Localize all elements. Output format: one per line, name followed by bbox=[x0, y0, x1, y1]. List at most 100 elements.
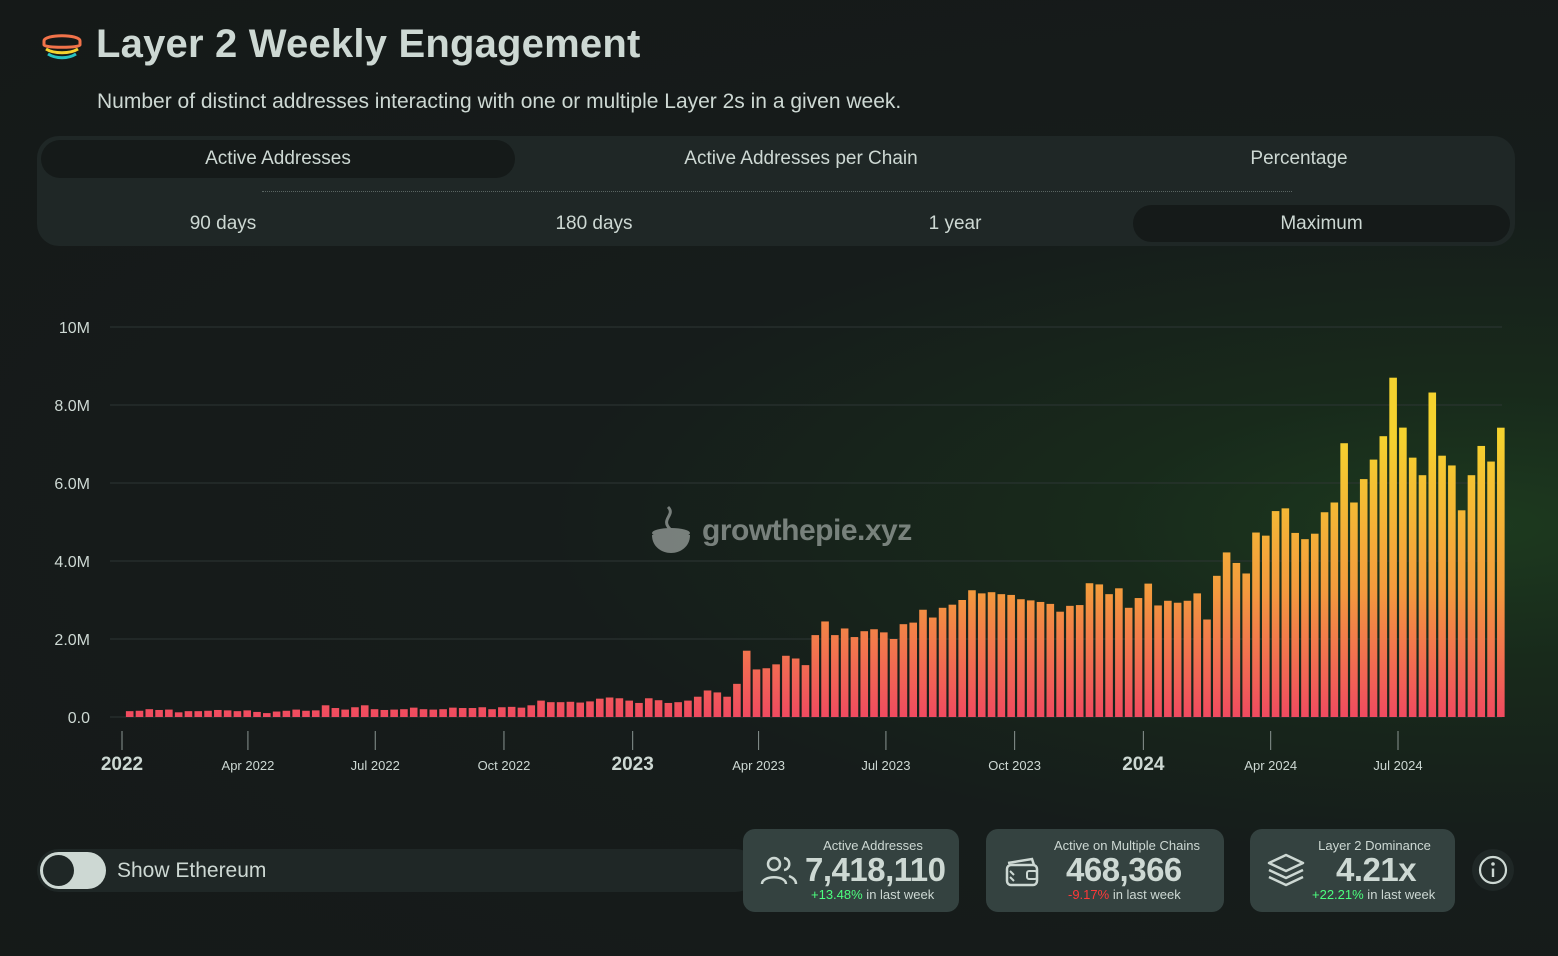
bar[interactable] bbox=[1183, 600, 1192, 717]
bar[interactable] bbox=[223, 710, 232, 717]
bar[interactable] bbox=[1310, 533, 1319, 717]
bar[interactable] bbox=[458, 708, 467, 717]
bar[interactable] bbox=[419, 709, 428, 717]
bar[interactable] bbox=[468, 708, 477, 717]
bar[interactable] bbox=[782, 655, 790, 717]
bar[interactable] bbox=[928, 617, 937, 717]
bar[interactable] bbox=[684, 700, 692, 717]
bar[interactable] bbox=[1418, 475, 1427, 717]
bar[interactable] bbox=[880, 632, 888, 717]
bar[interactable] bbox=[155, 709, 163, 717]
range-maximum[interactable]: Maximum bbox=[1133, 205, 1510, 242]
bar[interactable] bbox=[449, 707, 457, 717]
bar[interactable] bbox=[1036, 601, 1045, 717]
bar[interactable] bbox=[1457, 510, 1466, 717]
bar[interactable] bbox=[498, 707, 506, 717]
bar[interactable] bbox=[1448, 465, 1456, 717]
bar[interactable] bbox=[664, 702, 673, 717]
info-button[interactable] bbox=[1472, 849, 1514, 891]
bar[interactable] bbox=[341, 709, 349, 717]
bar[interactable] bbox=[547, 702, 555, 717]
bar[interactable] bbox=[556, 702, 565, 717]
bar[interactable] bbox=[674, 702, 682, 717]
bar[interactable] bbox=[488, 709, 496, 717]
bar[interactable] bbox=[1066, 605, 1074, 717]
bar[interactable] bbox=[723, 696, 731, 717]
range-1-year[interactable]: 1 year bbox=[928, 213, 982, 234]
bar[interactable] bbox=[733, 683, 741, 717]
bar[interactable] bbox=[1497, 427, 1505, 717]
bar[interactable] bbox=[919, 609, 927, 717]
bar[interactable] bbox=[1213, 575, 1221, 717]
bar[interactable] bbox=[586, 701, 594, 717]
bar[interactable] bbox=[615, 698, 624, 717]
bar[interactable] bbox=[1271, 511, 1280, 717]
bar[interactable] bbox=[1389, 377, 1397, 717]
bar[interactable] bbox=[1154, 605, 1162, 717]
bar[interactable] bbox=[429, 709, 438, 717]
bar[interactable] bbox=[1379, 436, 1388, 717]
bar[interactable] bbox=[390, 709, 398, 717]
show-ethereum-toggle[interactable] bbox=[40, 852, 106, 889]
bar[interactable] bbox=[527, 705, 536, 717]
bar[interactable] bbox=[831, 635, 839, 717]
bar[interactable] bbox=[576, 702, 585, 717]
bar[interactable] bbox=[1359, 479, 1368, 717]
bar[interactable] bbox=[997, 594, 1006, 717]
bar[interactable] bbox=[693, 696, 702, 717]
bar[interactable] bbox=[478, 707, 487, 717]
bar[interactable] bbox=[507, 706, 516, 717]
bar[interactable] bbox=[370, 709, 379, 717]
bar[interactable] bbox=[263, 713, 271, 717]
bar[interactable] bbox=[1017, 599, 1025, 717]
bar[interactable] bbox=[703, 690, 712, 717]
bar[interactable] bbox=[1428, 392, 1437, 717]
bar[interactable] bbox=[860, 631, 869, 717]
bar[interactable] bbox=[1007, 594, 1015, 717]
bar[interactable] bbox=[1232, 562, 1241, 717]
bar[interactable] bbox=[889, 639, 898, 717]
bar[interactable] bbox=[1144, 583, 1153, 717]
bar[interactable] bbox=[870, 629, 878, 717]
bar[interactable] bbox=[302, 710, 310, 717]
bar[interactable] bbox=[977, 593, 986, 717]
range-90-days[interactable]: 90 days bbox=[189, 213, 257, 234]
bar[interactable] bbox=[1281, 508, 1290, 717]
bar[interactable] bbox=[400, 709, 408, 717]
bar[interactable] bbox=[1291, 532, 1299, 717]
bar[interactable] bbox=[517, 707, 526, 717]
bar[interactable] bbox=[1330, 502, 1339, 718]
bar[interactable] bbox=[899, 624, 908, 717]
bar[interactable] bbox=[1252, 532, 1260, 717]
bar[interactable] bbox=[1193, 593, 1202, 717]
bar[interactable] bbox=[1369, 459, 1378, 717]
bar[interactable] bbox=[840, 628, 849, 717]
bar[interactable] bbox=[811, 635, 820, 717]
bar[interactable] bbox=[654, 700, 663, 717]
bar[interactable] bbox=[625, 700, 633, 717]
bar[interactable] bbox=[1242, 573, 1250, 717]
bar[interactable] bbox=[1095, 584, 1104, 717]
bar[interactable] bbox=[243, 710, 252, 717]
bar[interactable] bbox=[1477, 445, 1486, 717]
bar[interactable] bbox=[194, 711, 203, 717]
bar[interactable] bbox=[1173, 602, 1182, 717]
bar[interactable] bbox=[1124, 607, 1133, 717]
bar[interactable] bbox=[644, 698, 653, 717]
bar[interactable] bbox=[566, 701, 575, 717]
bar[interactable] bbox=[145, 709, 154, 717]
bar[interactable] bbox=[1075, 605, 1084, 717]
bar[interactable] bbox=[762, 668, 771, 717]
bar[interactable] bbox=[801, 665, 810, 717]
bar[interactable] bbox=[1438, 455, 1446, 717]
bar[interactable] bbox=[1115, 588, 1123, 717]
bar[interactable] bbox=[1222, 552, 1231, 717]
bar[interactable] bbox=[1467, 475, 1476, 717]
bar[interactable] bbox=[292, 709, 300, 717]
bar[interactable] bbox=[439, 709, 447, 717]
bar[interactable] bbox=[1261, 535, 1270, 717]
bar[interactable] bbox=[987, 592, 996, 717]
bar[interactable] bbox=[1203, 619, 1211, 718]
bar[interactable] bbox=[909, 622, 917, 717]
bar[interactable] bbox=[1350, 502, 1358, 718]
